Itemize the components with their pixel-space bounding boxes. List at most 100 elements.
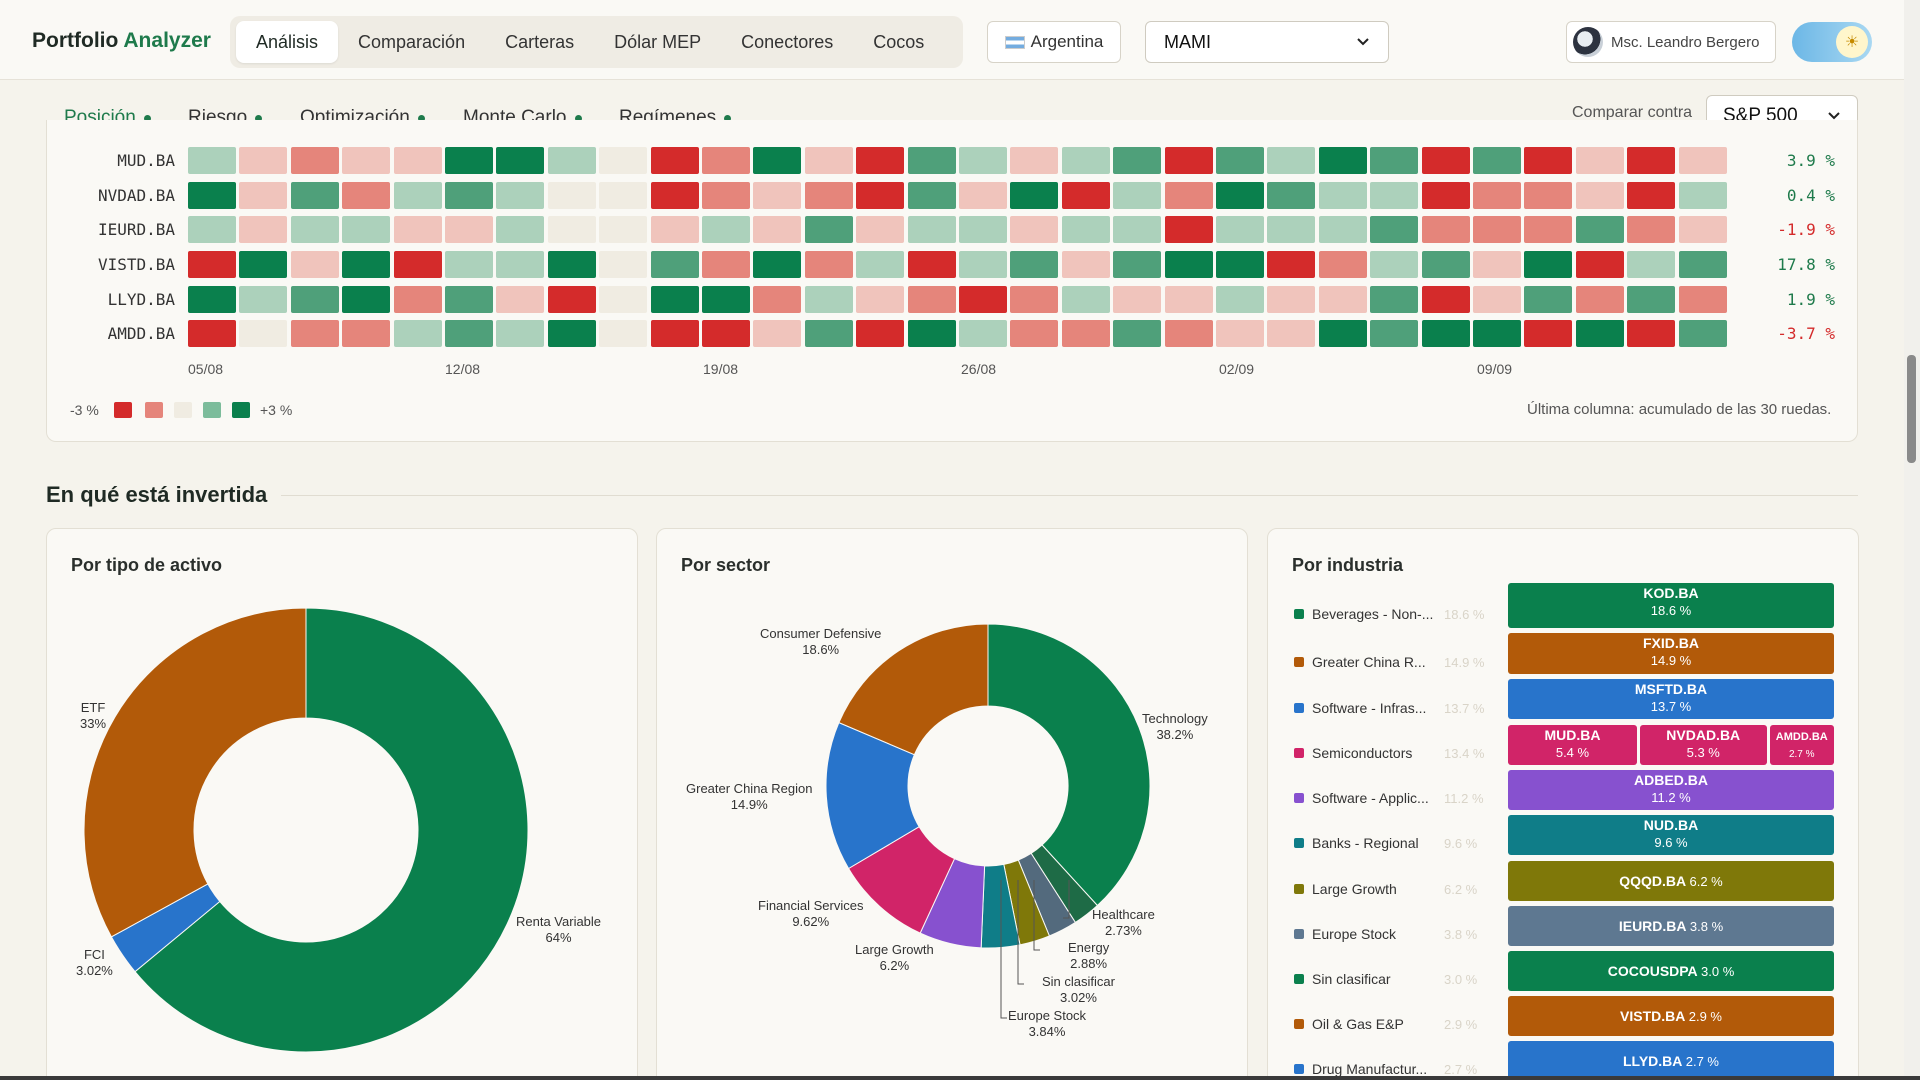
heatmap-cell[interactable]: [188, 286, 236, 313]
industry-legend-item[interactable]: Beverages - Non-...: [1294, 606, 1433, 622]
scrollbar-thumb[interactable]: [1907, 355, 1916, 463]
heatmap-cell[interactable]: [188, 320, 236, 347]
heatmap-cell[interactable]: [1627, 286, 1676, 313]
heatmap-cell[interactable]: [804, 251, 853, 278]
heatmap-cell[interactable]: [1318, 286, 1367, 313]
treemap-tile[interactable]: KOD.BA 18.6 %: [1508, 583, 1834, 628]
heatmap-cell[interactable]: [1370, 286, 1419, 313]
heatmap-cell[interactable]: [290, 286, 339, 313]
heatmap-cell[interactable]: [959, 147, 1007, 174]
heatmap-cell[interactable]: [856, 147, 905, 174]
heatmap-cell[interactable]: [753, 320, 802, 347]
heatmap-cell[interactable]: [1318, 147, 1367, 174]
heatmap-cell[interactable]: [1113, 182, 1162, 209]
heatmap-cell[interactable]: [804, 320, 853, 347]
heatmap-cell[interactable]: [1421, 320, 1470, 347]
heatmap-cell[interactable]: [1575, 147, 1624, 174]
heatmap-cell[interactable]: [1473, 286, 1521, 313]
heatmap-cell[interactable]: [342, 251, 391, 278]
heatmap-cell[interactable]: [1473, 320, 1521, 347]
heatmap-cell[interactable]: [445, 182, 493, 209]
heatmap-cell[interactable]: [804, 216, 853, 243]
heatmap-cell[interactable]: [1010, 286, 1059, 313]
heatmap-cell[interactable]: [753, 286, 802, 313]
heatmap-cell[interactable]: [1678, 182, 1727, 209]
heatmap-cell[interactable]: [1524, 147, 1573, 174]
heatmap-cell[interactable]: [496, 216, 545, 243]
heatmap-cell[interactable]: [959, 216, 1007, 243]
heatmap-cell[interactable]: [547, 216, 596, 243]
nav-tab-comparacion[interactable]: Comparación: [358, 31, 466, 52]
heatmap-cell[interactable]: [959, 182, 1007, 209]
heatmap-cell[interactable]: [1113, 147, 1162, 174]
heatmap-cell[interactable]: [547, 147, 596, 174]
heatmap-cell[interactable]: [650, 182, 699, 209]
heatmap-cell[interactable]: [599, 320, 648, 347]
heatmap-cell[interactable]: [753, 147, 802, 174]
country-button[interactable]: Argentina: [987, 21, 1121, 63]
heatmap-cell[interactable]: [907, 182, 956, 209]
industry-legend-item[interactable]: Software - Infras...: [1294, 700, 1426, 716]
heatmap-cell[interactable]: [753, 216, 802, 243]
heatmap-cell[interactable]: [239, 182, 288, 209]
heatmap-cell[interactable]: [1216, 320, 1264, 347]
heatmap-cell[interactable]: [856, 320, 905, 347]
treemap-tile[interactable]: QQQD.BA 6.2 %: [1508, 861, 1834, 901]
slice-technology[interactable]: [987, 623, 1151, 907]
treemap-tile[interactable]: MSFTD.BA 13.7 %: [1508, 679, 1834, 719]
heatmap-cell[interactable]: [856, 216, 905, 243]
heatmap-cell[interactable]: [1524, 320, 1573, 347]
heatmap-cell[interactable]: [1113, 251, 1162, 278]
heatmap-cell[interactable]: [1575, 286, 1624, 313]
heatmap-cell[interactable]: [599, 286, 648, 313]
heatmap-cell[interactable]: [599, 251, 648, 278]
heatmap-cell[interactable]: [1061, 286, 1110, 313]
heatmap-cell[interactable]: [1678, 320, 1727, 347]
heatmap-cell[interactable]: [1318, 251, 1367, 278]
treemap-tile[interactable]: NUD.BA 9.6 %: [1508, 815, 1834, 855]
heatmap-cell[interactable]: [445, 147, 493, 174]
heatmap-cell[interactable]: [445, 320, 493, 347]
heatmap-cell[interactable]: [393, 251, 442, 278]
heatmap-cell[interactable]: [1010, 182, 1059, 209]
portfolio-select[interactable]: MAMI: [1145, 21, 1389, 63]
heatmap-cell[interactable]: [650, 286, 699, 313]
heatmap-cell[interactable]: [1370, 216, 1419, 243]
heatmap-cell[interactable]: [1421, 147, 1470, 174]
heatmap-cell[interactable]: [1421, 182, 1470, 209]
heatmap-cell[interactable]: [959, 286, 1007, 313]
heatmap-cell[interactable]: [804, 147, 853, 174]
heatmap-cell[interactable]: [1473, 251, 1521, 278]
heatmap-cell[interactable]: [290, 216, 339, 243]
heatmap-cell[interactable]: [1010, 251, 1059, 278]
heatmap-cell[interactable]: [1627, 182, 1676, 209]
heatmap-cell[interactable]: [239, 216, 288, 243]
heatmap-cell[interactable]: [1370, 147, 1419, 174]
heatmap-cell[interactable]: [1524, 251, 1573, 278]
heatmap-cell[interactable]: [702, 251, 750, 278]
heatmap-cell[interactable]: [907, 251, 956, 278]
heatmap-cell[interactable]: [1678, 251, 1727, 278]
industry-legend-item[interactable]: Banks - Regional: [1294, 835, 1419, 851]
heatmap-cell[interactable]: [1061, 182, 1110, 209]
app-logo[interactable]: Portfolio Analyzer: [32, 29, 211, 53]
heatmap-cell[interactable]: [239, 147, 288, 174]
heatmap-cell[interactable]: [1061, 320, 1110, 347]
industry-legend-item[interactable]: Semiconductors: [1294, 745, 1412, 761]
heatmap-cell[interactable]: [856, 286, 905, 313]
heatmap-cell[interactable]: [907, 147, 956, 174]
heatmap-cell[interactable]: [547, 286, 596, 313]
heatmap-cell[interactable]: [290, 147, 339, 174]
heatmap-cell[interactable]: [650, 147, 699, 174]
heatmap-cell[interactable]: [1575, 251, 1624, 278]
heatmap-cell[interactable]: [1164, 147, 1213, 174]
heatmap-cell[interactable]: [907, 286, 956, 313]
heatmap-cell[interactable]: [599, 182, 648, 209]
heatmap-cell[interactable]: [445, 251, 493, 278]
treemap-tile[interactable]: LLYD.BA 2.7 %: [1508, 1041, 1834, 1080]
heatmap-cell[interactable]: [290, 182, 339, 209]
heatmap-cell[interactable]: [1061, 216, 1110, 243]
heatmap-cell[interactable]: [1216, 147, 1264, 174]
heatmap-cell[interactable]: [342, 182, 391, 209]
heatmap-cell[interactable]: [1164, 320, 1213, 347]
